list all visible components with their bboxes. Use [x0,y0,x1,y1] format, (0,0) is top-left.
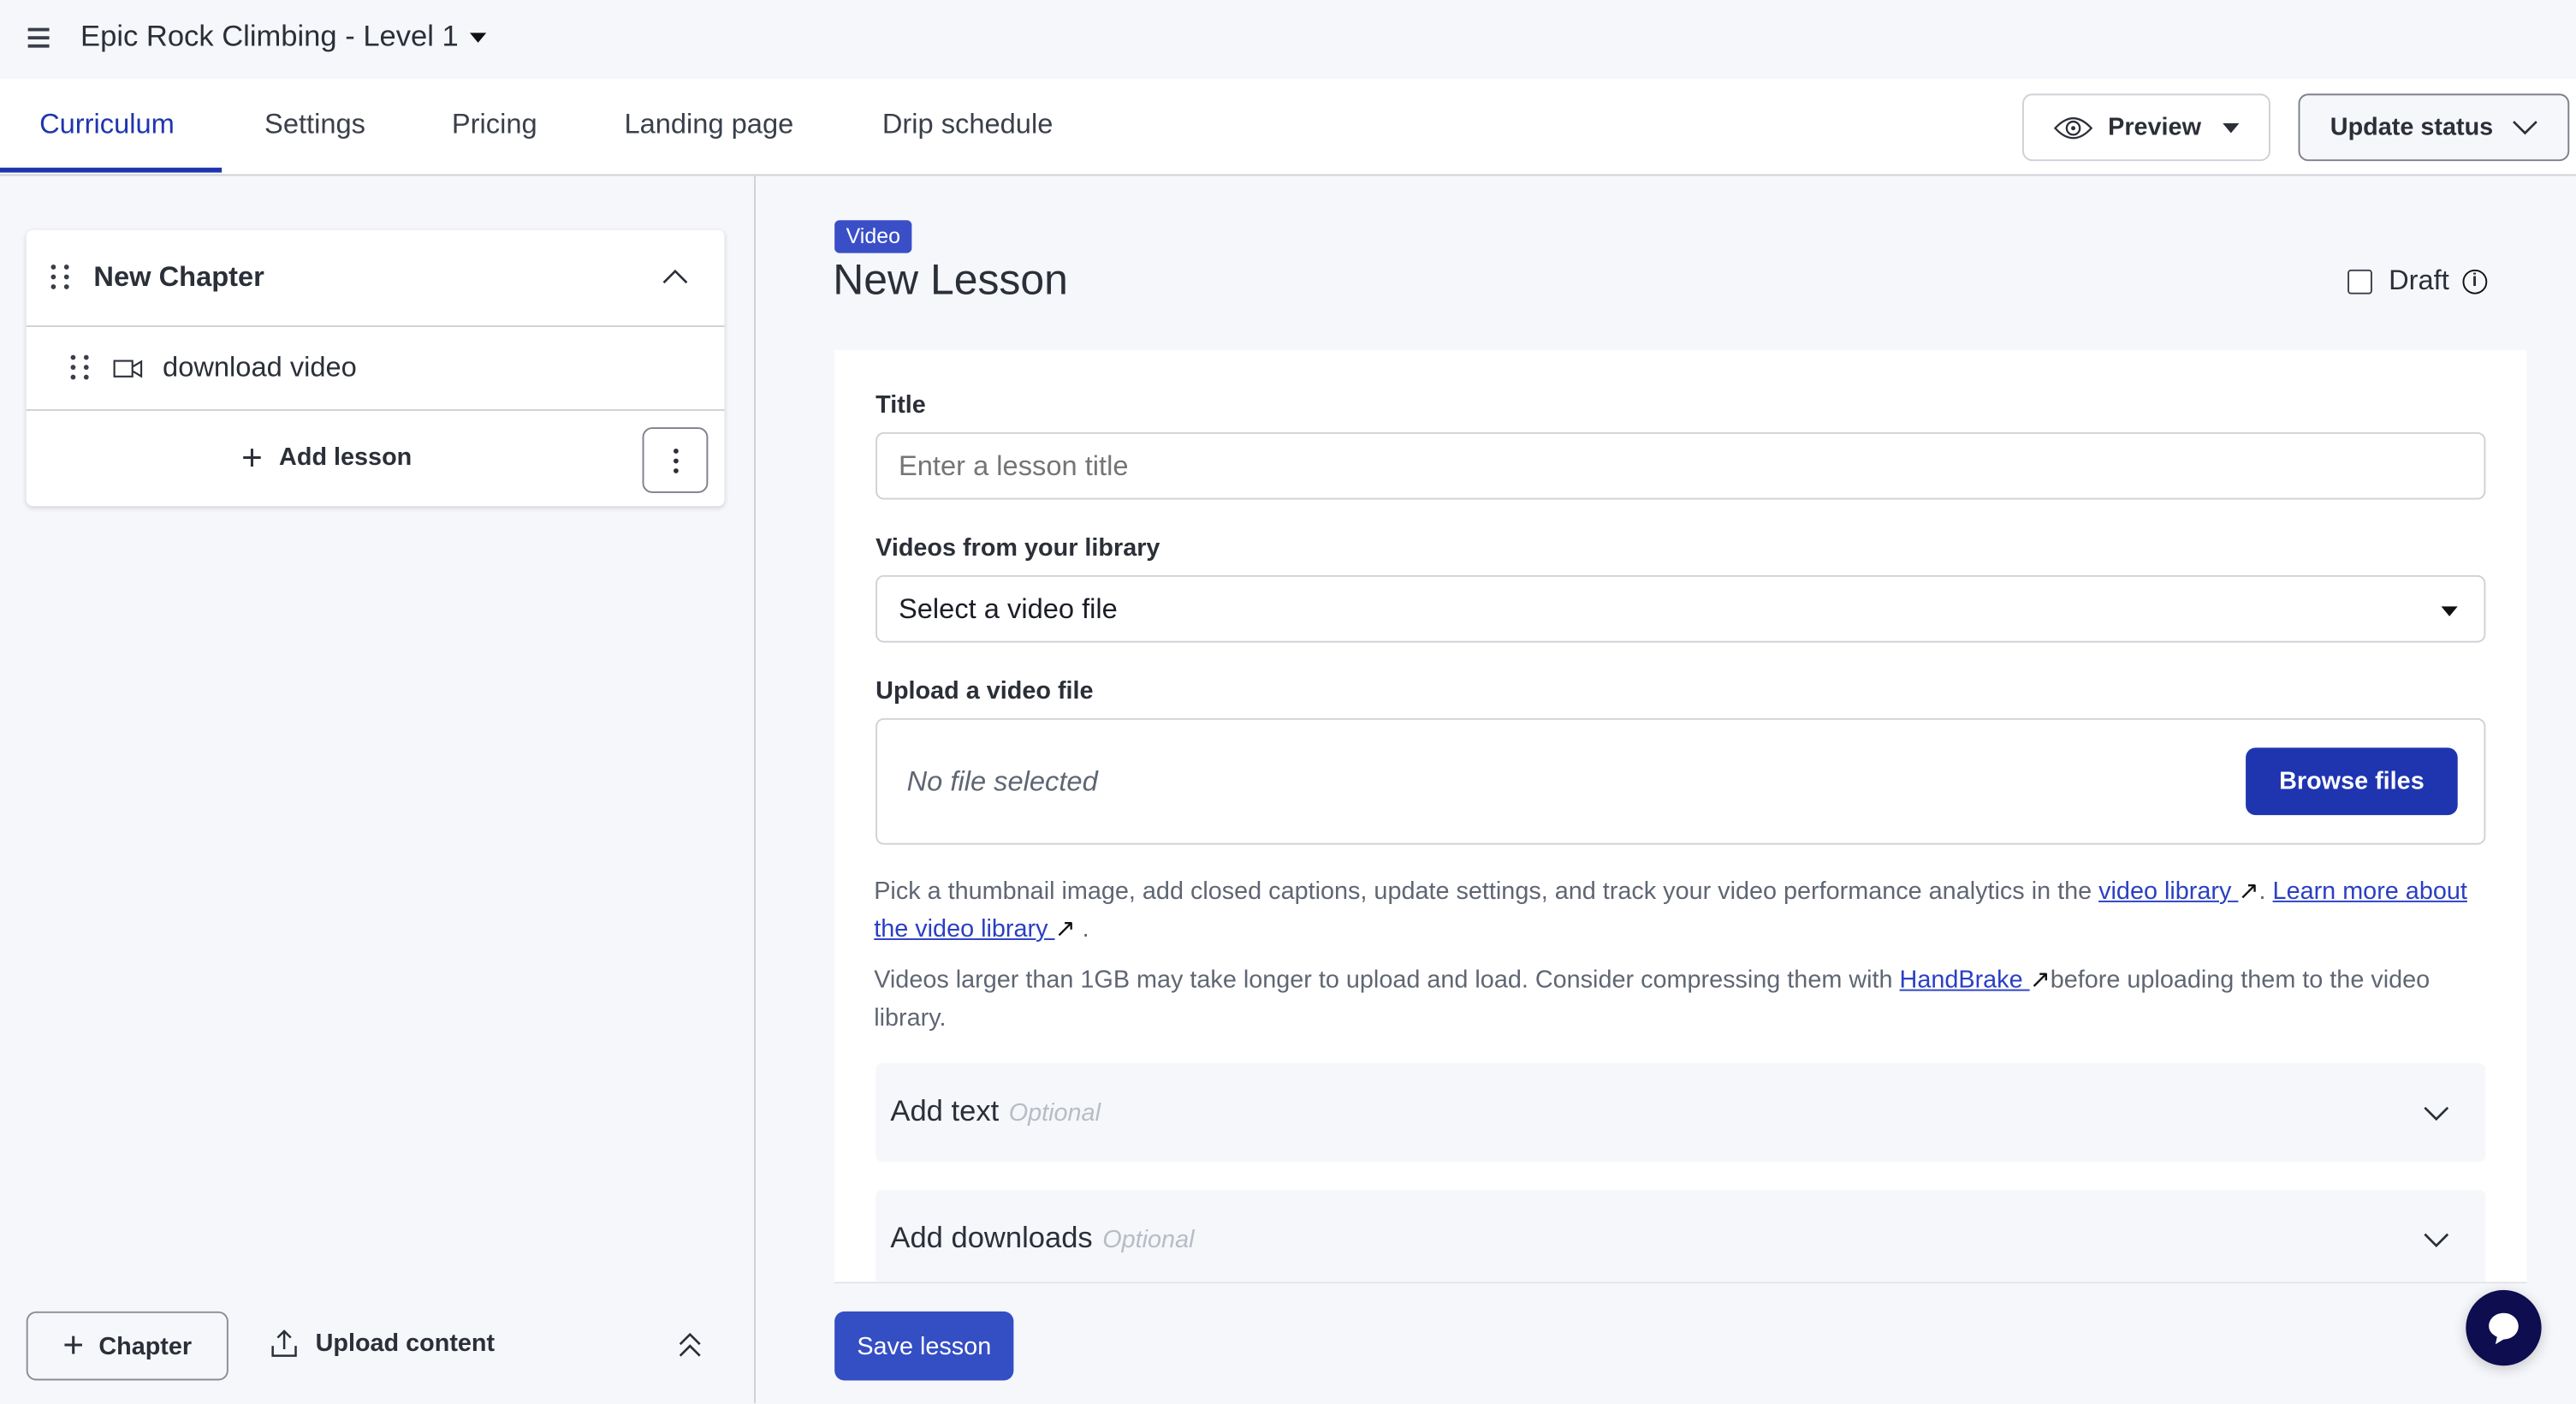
caret-down-icon [2441,606,2458,616]
no-file-text: No file selected [906,765,1098,798]
preview-button[interactable]: Preview [2022,93,2270,162]
chevron-up-icon[interactable] [662,268,689,284]
draft-checkbox[interactable] [2347,268,2372,294]
chapter-title: New Chapter [93,261,264,293]
accordion-title: Add downloads Optional [890,1221,1195,1254]
help-text: before uploading them to the video libra… [874,966,2431,1032]
save-lesson-button[interactable]: Save lesson [834,1311,1014,1381]
tab-curriculum[interactable]: Curriculum [39,108,175,140]
caret-down-icon [2222,122,2240,133]
accordion-title: Add text Optional [890,1094,1101,1127]
lesson-heading: New Lesson [833,254,1068,305]
add-downloads-accordion[interactable]: Add downloads Optional [875,1189,2486,1282]
active-tab-indicator [0,167,223,173]
chat-bubble-icon [2489,1312,2519,1345]
course-title: Epic Rock Climbing - Level 1 [80,20,459,53]
video-library-help: Pick a thumbnail image, add closed capti… [874,872,2492,948]
optional-label: Optional [1008,1099,1101,1127]
draft-toggle: Draft i [2347,265,2487,297]
update-status-button[interactable]: Update status [2298,93,2570,162]
external-link-icon: ↗ [2238,878,2259,906]
course-selector[interactable]: Epic Rock Climbing - Level 1 [80,20,487,54]
update-status-label: Update status [2330,113,2494,142]
add-lesson-label: Add lesson [279,443,413,472]
more-options-button[interactable] [642,427,709,493]
info-icon[interactable]: i [2462,268,2487,294]
tab-settings[interactable]: Settings [264,108,365,140]
top-bar: Epic Rock Climbing - Level 1 [0,0,2576,80]
tab-drip-schedule[interactable]: Drip schedule [881,108,1054,140]
add-lesson-row: + Add lesson [26,408,725,508]
draft-label: Draft [2389,265,2449,296]
add-chapter-button[interactable]: + Chapter [26,1311,229,1381]
chapter-card: New Chapter download video + Add lesson [26,229,725,508]
help-text: . [1082,915,1089,943]
upload-icon [271,1330,297,1357]
lesson-type-badge: Video [834,220,912,253]
upload-content-button[interactable]: Upload content [271,1328,495,1358]
external-link-icon: ↗ [2029,966,2051,995]
help-text: Videos larger than 1GB may take longer t… [874,966,1900,995]
curriculum-sidebar [0,176,757,1404]
lesson-title-input[interactable] [875,431,2486,500]
plus-icon: + [62,1324,85,1366]
chevron-down-icon [2424,1106,2449,1121]
lesson-item[interactable]: download video [26,325,725,411]
chat-widget-button[interactable] [2466,1289,2542,1366]
select-value: Select a video file [899,592,1118,625]
optional-label: Optional [1102,1226,1195,1254]
help-text: . [2258,878,2273,906]
caret-down-icon [470,32,487,42]
upload-dropzone[interactable]: No file selected Browse files [875,717,2486,845]
upload-content-label: Upload content [315,1328,496,1357]
chevron-down-icon [2424,1233,2449,1247]
plus-icon: + [241,436,263,478]
handbrake-link[interactable]: HandBrake [1899,966,2030,995]
tab-landing-page[interactable]: Landing page [624,108,794,140]
browse-files-button[interactable]: Browse files [2246,747,2458,816]
drag-handle-icon[interactable] [50,265,71,289]
preview-label: Preview [2108,113,2201,142]
drag-handle-icon[interactable] [70,354,91,380]
add-lesson-button[interactable]: + Add lesson [241,436,413,478]
tab-pricing[interactable]: Pricing [451,108,537,140]
tab-bar: Curriculum Settings Pricing Landing page… [0,79,2576,176]
learn-more-link[interactable]: Learn more about the video library [874,878,2467,943]
video-library-link[interactable]: video library [2098,878,2239,906]
chapter-header[interactable]: New Chapter [27,230,725,325]
add-chapter-label: Chapter [98,1331,193,1360]
collapse-all-icon[interactable] [677,1331,703,1358]
eye-icon [2054,116,2093,139]
chevron-down-icon [2512,120,2537,134]
hamburger-icon[interactable] [27,27,50,47]
external-link-icon: ↗ [1054,915,1076,943]
help-text: Pick a thumbnail image, add closed capti… [874,878,2099,906]
upload-label: Upload a video file [875,676,1094,705]
title-label: Title [875,390,926,419]
video-library-select[interactable]: Select a video file [875,574,2486,643]
file-size-help: Videos larger than 1GB may take longer t… [874,961,2492,1037]
video-library-label: Videos from your library [875,533,1160,562]
video-camera-icon [113,360,143,378]
lesson-title: download video [163,351,357,384]
add-text-accordion[interactable]: Add text Optional [875,1062,2486,1163]
